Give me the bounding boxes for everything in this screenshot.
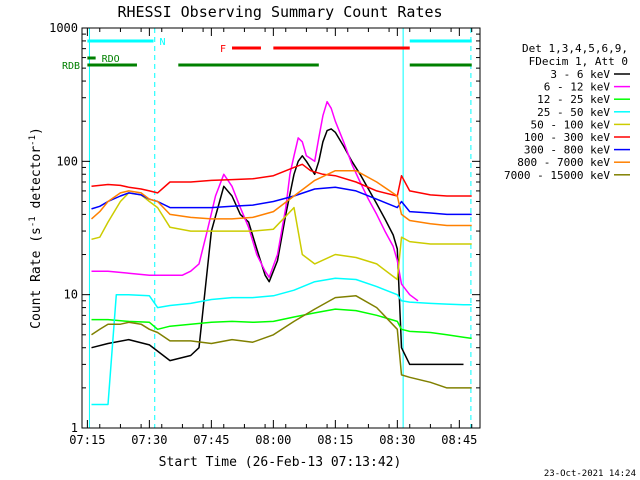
x-tick-label-1: 07:30 bbox=[131, 433, 167, 447]
series-line-800-7000-kev bbox=[91, 169, 472, 227]
legend-label-3-6-kev: 3 - 6 keV bbox=[550, 68, 610, 81]
x-tick-label-4: 08:15 bbox=[317, 433, 353, 447]
legend-label-100-300-kev: 100 - 300 keV bbox=[524, 131, 610, 144]
y-axis-label-main: Count Rate (s bbox=[29, 227, 44, 329]
legend-label-300-800-kev: 300 - 800 keV bbox=[524, 144, 610, 157]
status-label-rdo: RDO bbox=[102, 54, 120, 65]
status-label-f: F bbox=[220, 44, 226, 55]
status-label-n: N bbox=[159, 37, 165, 48]
x-tick-label-0: 07:15 bbox=[69, 433, 105, 447]
series-line-6-12-kev bbox=[91, 100, 419, 302]
series-line-300-800-kev bbox=[91, 186, 472, 216]
y-tick-label-1: 10 bbox=[64, 288, 78, 302]
legend: Det 1,3,4,5,6,9,FDecim 1, Att 03 - 6 keV… bbox=[504, 42, 630, 182]
series-line-100-300-kev bbox=[91, 163, 472, 197]
legend-label-800-7000-kev: 800 - 7000 keV bbox=[517, 156, 610, 169]
y-axis-label-sup: -1 bbox=[28, 216, 38, 227]
x-tick-label-6: 08:45 bbox=[441, 433, 477, 447]
y-tick-label-0: 1 bbox=[71, 421, 78, 435]
x-tick-label-5: 08:30 bbox=[379, 433, 415, 447]
legend-label-25-50-kev: 25 - 50 keV bbox=[537, 106, 610, 119]
status-bars: N F RDO RDB bbox=[62, 37, 472, 72]
legend-label-12-25-kev: 12 - 25 keV bbox=[537, 93, 610, 106]
y-axis-label-close: ) bbox=[29, 127, 44, 135]
legend-label-6-12-kev: 6 - 12 keV bbox=[544, 81, 611, 94]
legend-header-1: FDecim 1, Att 0 bbox=[529, 55, 628, 68]
series-group bbox=[91, 100, 472, 406]
legend-header-0: Det 1,3,4,5,6,9, bbox=[522, 42, 628, 55]
chart-title: RHESSI Observing Summary Count Rates bbox=[117, 3, 442, 21]
x-tick-label-2: 07:45 bbox=[193, 433, 229, 447]
x-tick-label-3: 08:00 bbox=[255, 433, 291, 447]
y-axis-label-tail: detector bbox=[29, 146, 44, 217]
status-label-rdb: RDB bbox=[62, 61, 80, 72]
axes: 1 10 100 1000 07:15 07:30 07:45 08:00 08:15 08:30… bbox=[49, 21, 481, 447]
legend-label-50-100-kev: 50 - 100 keV bbox=[531, 118, 611, 131]
series-line-7000-15000-kev bbox=[91, 295, 472, 389]
series-line-25-50-kev bbox=[91, 277, 472, 406]
series-line-12-25-kev bbox=[91, 308, 472, 340]
plot-area bbox=[88, 28, 472, 428]
x-axis-label: Start Time (26-Feb-13 07:13:42) bbox=[159, 455, 402, 470]
y-axis-label-sup2: -1 bbox=[28, 135, 38, 146]
y-axis-label: Count Rate (s-1 detector-1) bbox=[28, 127, 44, 329]
y-tick-label-3: 1000 bbox=[49, 21, 78, 35]
legend-label-7000-15000-kev: 7000 - 15000 keV bbox=[504, 169, 610, 182]
plot-timestamp: 23-Oct-2021 14:24 bbox=[544, 469, 636, 479]
series-line-3-6-kev bbox=[91, 128, 464, 366]
plot-frame bbox=[81, 27, 481, 429]
y-tick-label-2: 100 bbox=[56, 154, 78, 168]
